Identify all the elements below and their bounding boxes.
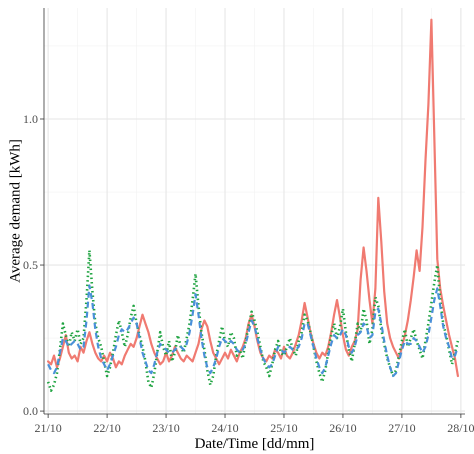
x-tick-label: 22/10 [93, 421, 120, 435]
series-line-1 [46, 18, 459, 378]
x-tick-label: 26/10 [329, 421, 356, 435]
y-tick-label: 1.0 [23, 112, 38, 126]
y-tick-label: 0.5 [23, 258, 38, 272]
x-tick-label: 25/10 [270, 421, 297, 435]
x-tick-label: 21/10 [34, 421, 61, 435]
x-tick-label: 23/10 [152, 421, 179, 435]
y-tick-label: 0.0 [23, 404, 38, 418]
axes: 0.0 0.5 1.0 21/10 22/10 23/10 24/10 25/10 26/10 2… [23, 8, 474, 435]
y-axis-title: Average demand [kWh] [7, 139, 23, 283]
series-line-3 [47, 284, 459, 378]
x-tick-label: 28/10 [447, 421, 474, 435]
x-tick-label: 27/10 [388, 421, 415, 435]
x-tick-label: 24/10 [211, 421, 238, 435]
series-layer [46, 18, 460, 392]
series-line-2 [46, 249, 460, 392]
x-axis-title: Date/Time [dd/mm] [195, 436, 315, 452]
